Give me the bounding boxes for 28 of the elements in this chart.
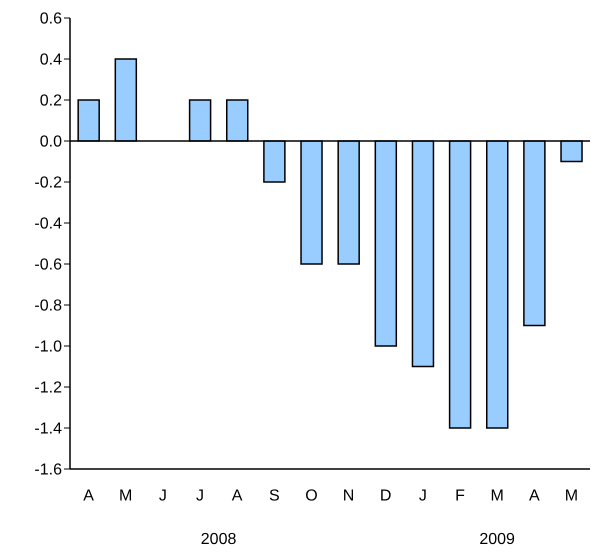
y-tick-label: -1.4 <box>34 420 62 438</box>
x-tick-label: O <box>305 487 318 504</box>
x-tick-label: J <box>418 487 427 504</box>
y-tick-label: -0.6 <box>34 256 62 274</box>
y-tick-label: 0.4 <box>40 52 62 69</box>
x-tick-label: N <box>342 487 354 504</box>
x-tick-label: M <box>119 487 132 504</box>
y-tick-label: 0.6 <box>40 10 62 28</box>
y-tick-label: -1.0 <box>34 338 62 356</box>
x-tick-label: A <box>528 487 540 504</box>
x-tick-label: S <box>268 487 280 504</box>
x-tick-label: D <box>380 487 392 504</box>
y-tick-label: 0.0 <box>40 134 62 151</box>
text: 2008 <box>200 531 238 549</box>
x-tick-label: A <box>232 487 243 504</box>
y-tick-label: -1.2 <box>34 380 62 397</box>
x-tick-label: J <box>196 487 204 504</box>
y-tick-label: -0.8 <box>34 298 62 315</box>
y-tick-label: -1.6 <box>34 462 62 479</box>
y-tick-label: -0.4 <box>34 216 62 233</box>
x-tick-label: A <box>83 487 94 504</box>
x-tick-label: M <box>564 487 578 504</box>
x-tick-label: M <box>490 487 504 504</box>
x-tick-label: F <box>455 487 466 504</box>
x-tick-label: J <box>158 487 167 504</box>
y-tick-label: 0.2 <box>40 92 62 110</box>
y-tick-label: -0.2 <box>34 174 62 192</box>
text: 2009 <box>478 531 516 549</box>
